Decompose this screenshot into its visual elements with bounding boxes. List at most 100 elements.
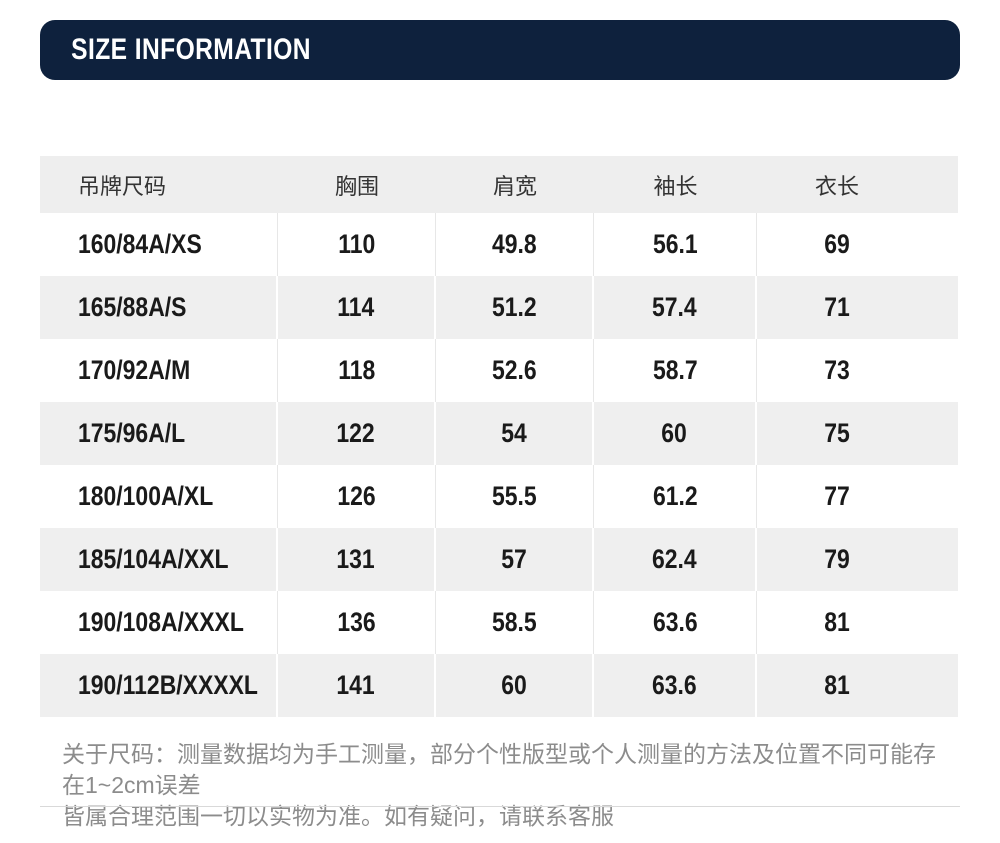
shoulder-value: 57 [501, 544, 527, 574]
sleeve-value: 57.4 [652, 292, 697, 322]
bottom-divider [40, 806, 960, 807]
table-row: 170/92A/M 118 52.6 58.7 73 [40, 339, 958, 402]
length-value: 69 [824, 229, 850, 259]
size-value: 165/88A/S [78, 292, 187, 322]
size-cell: 175/96A/L [40, 402, 278, 465]
chest-cell: 141 [278, 654, 436, 717]
shoulder-cell: 51.2 [436, 276, 594, 339]
sleeve-value: 63.6 [652, 607, 698, 637]
chest-cell: 122 [278, 402, 436, 465]
table-row: 190/112B/XXXXL 141 60 63.6 81 [40, 654, 958, 717]
length-value: 71 [824, 292, 850, 322]
length-cell: 79 [757, 528, 917, 591]
header-garment-length: 衣长 [814, 173, 859, 199]
length-cell: 73 [757, 339, 917, 402]
sleeve-value: 60 [661, 418, 688, 448]
size-value: 180/100A/XL [78, 481, 214, 511]
shoulder-cell: 52.6 [436, 339, 594, 402]
sleeve-value: 62.4 [652, 544, 697, 574]
chest-value: 114 [337, 292, 375, 322]
shoulder-value: 55.5 [492, 481, 537, 511]
size-cell: 165/88A/S [40, 276, 278, 339]
sleeve-cell: 63.6 [594, 654, 757, 717]
chest-cell: 118 [278, 339, 436, 402]
length-cell: 69 [757, 213, 917, 276]
size-table: 吊牌尺码 胸围 肩宽 袖长 衣长 160/84A/XS 110 49.8 56.… [40, 156, 958, 717]
sleeve-value: 63.6 [652, 670, 697, 700]
length-value: 75 [824, 418, 850, 448]
shoulder-cell: 55.5 [436, 465, 594, 528]
size-note: 关于尺码：测量数据均为手工测量，部分个性版型或个人测量的方法及位置不同可能存在1… [62, 739, 952, 832]
length-cell: 75 [757, 402, 917, 465]
table-row: 160/84A/XS 110 49.8 56.1 69 [40, 213, 958, 276]
table-row: 190/108A/XXXL 136 58.5 63.6 81 [40, 591, 958, 654]
chest-value: 126 [337, 481, 376, 511]
size-cell: 180/100A/XL [40, 465, 278, 528]
shoulder-value: 51.2 [491, 292, 537, 322]
size-cell: 185/104A/XXL [40, 528, 278, 591]
size-cell: 190/112B/XXXXL [40, 654, 278, 717]
shoulder-value: 54 [501, 418, 527, 448]
chest-cell: 110 [278, 213, 436, 276]
header-chest: 胸围 [334, 173, 379, 199]
table-row: 185/104A/XXL 131 57 62.4 79 [40, 528, 958, 591]
sleeve-value: 58.7 [652, 355, 698, 385]
sleeve-cell: 57.4 [594, 276, 757, 339]
shoulder-cell: 57 [436, 528, 594, 591]
chest-value: 136 [337, 607, 376, 637]
table-row: 180/100A/XL 126 55.5 61.2 77 [40, 465, 958, 528]
header-shoulder-width: 肩宽 [492, 173, 537, 199]
shoulder-cell: 54 [436, 402, 594, 465]
sleeve-value: 56.1 [652, 229, 698, 259]
shoulder-value: 60 [501, 670, 527, 700]
chest-value: 118 [337, 355, 376, 385]
length-value: 81 [824, 607, 850, 637]
shoulder-cell: 60 [436, 654, 594, 717]
length-cell: 81 [757, 591, 917, 654]
section-title-banner: SIZE INFORMATION [40, 20, 960, 80]
chest-cell: 114 [278, 276, 436, 339]
sleeve-cell: 62.4 [594, 528, 757, 591]
sleeve-cell: 56.1 [594, 213, 757, 276]
shoulder-cell: 49.8 [436, 213, 594, 276]
size-cell: 170/92A/M [40, 339, 278, 402]
length-cell: 71 [757, 276, 917, 339]
length-value: 73 [824, 355, 850, 385]
chest-cell: 136 [278, 591, 436, 654]
length-value: 79 [824, 544, 850, 574]
length-value: 81 [824, 670, 850, 700]
chest-value: 141 [336, 670, 376, 700]
size-value: 170/92A/M [78, 355, 191, 385]
sleeve-value: 61.2 [652, 481, 698, 511]
shoulder-cell: 58.5 [436, 591, 594, 654]
table-row: 165/88A/S 114 51.2 57.4 71 [40, 276, 958, 339]
sleeve-cell: 63.6 [594, 591, 757, 654]
section-title: SIZE INFORMATION [71, 33, 311, 66]
shoulder-value: 49.8 [492, 229, 537, 259]
length-cell: 77 [757, 465, 917, 528]
table-row: 175/96A/L 122 54 60 75 [40, 402, 958, 465]
size-note-line2: 皆属合理范围一切以实物为准。如有疑问，请联系客服 [62, 803, 614, 829]
length-cell: 81 [757, 654, 917, 717]
size-note-line1: 关于尺码：测量数据均为手工测量，部分个性版型或个人测量的方法及位置不同可能存在1… [62, 741, 936, 798]
shoulder-value: 52.6 [492, 355, 537, 385]
sleeve-cell: 61.2 [594, 465, 757, 528]
header-tag-size: 吊牌尺码 [78, 173, 167, 199]
chest-cell: 126 [278, 465, 436, 528]
size-value: 190/108A/XXXL [78, 607, 244, 637]
sleeve-cell: 60 [594, 402, 757, 465]
size-cell: 160/84A/XS [40, 213, 278, 276]
chest-value: 110 [337, 229, 376, 259]
sleeve-cell: 58.7 [594, 339, 757, 402]
chest-cell: 131 [278, 528, 436, 591]
size-value: 160/84A/XS [78, 229, 202, 259]
table-header-row: 吊牌尺码 胸围 肩宽 袖长 衣长 [40, 156, 958, 213]
chest-value: 122 [336, 418, 376, 448]
size-value: 185/104A/XXL [78, 544, 229, 574]
size-cell: 190/108A/XXXL [40, 591, 278, 654]
size-value: 190/112B/XXXXL [78, 670, 258, 700]
chest-value: 131 [336, 544, 376, 574]
shoulder-value: 58.5 [492, 607, 537, 637]
size-value: 175/96A/L [78, 418, 186, 448]
